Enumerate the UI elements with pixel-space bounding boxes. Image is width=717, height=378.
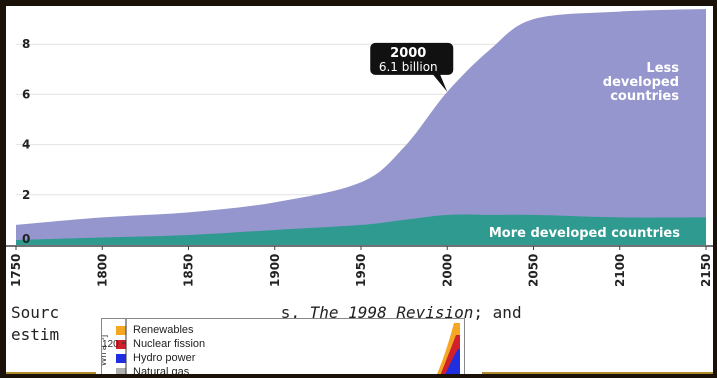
legend-swatch (116, 325, 126, 335)
x-tick-label: 1750 (9, 254, 23, 287)
inset-plot: 120100 (102, 319, 460, 374)
inset-legend-item: Nuclear fission (116, 337, 205, 351)
figure-frame: 0 2 4 6 8 1750 1800 1850 1900 1950 2000 2050 2100 21… (6, 6, 713, 374)
legend-swatch (116, 353, 126, 363)
x-tick-label: 2150 (699, 254, 713, 287)
caption-revision-title: The 1998 Revision (309, 303, 474, 322)
x-tick-label: 1950 (354, 254, 368, 287)
x-tick-label: 1900 (268, 254, 282, 287)
callout-bubble (368, 42, 454, 92)
y-tick-label: 6 (22, 87, 30, 101)
callout-value: 6.1 billion (379, 60, 438, 74)
area-more-developed (16, 214, 706, 245)
x-tick-label: 1800 (95, 254, 109, 287)
caption-fragment: s, (280, 303, 310, 322)
legend-label: Renewables (133, 324, 194, 336)
label-more-developed: More developed countries (489, 226, 680, 241)
caption-fragment-end: ; and (473, 303, 522, 322)
label-less-developed: Less (646, 61, 679, 76)
label-less-developed: countries (610, 89, 679, 104)
x-tick-label: 2100 (613, 254, 627, 287)
caption-source-text: Sourc (11, 303, 60, 322)
x-tick-label: 1850 (182, 254, 196, 287)
divider-right (482, 372, 713, 374)
chart-caption: Sourc s, The 1998 Revision; and estim (11, 302, 713, 346)
area-less-developed (16, 9, 706, 246)
legend-swatch (116, 367, 126, 374)
y-tick-label: 4 (22, 138, 30, 152)
inset-legend-item: Natural gas (116, 365, 205, 374)
y-tick-label: 0 (22, 232, 30, 246)
inset-hydro (445, 349, 460, 374)
y-tick-label: 2 (22, 188, 30, 202)
x-tick-label: 2000 (440, 254, 454, 287)
legend-swatch (116, 339, 126, 349)
callout-year: 2000 (390, 46, 426, 61)
legend-label: Hydro power (133, 352, 196, 364)
population-area-chart: 0 2 4 6 8 1750 1800 1850 1900 1950 2000 2050 2100 21… (6, 9, 713, 287)
legend-label: Nuclear fission (133, 338, 206, 350)
legend-label: Natural gas (133, 366, 190, 374)
inset-legend-item: Renewables (116, 323, 205, 337)
x-tick-label: 2050 (527, 254, 541, 287)
divider-left (6, 372, 96, 374)
inset-legend: Renewables Nuclear fission Hydro power Natu… (116, 323, 205, 374)
energy-inset-chart: Wh a⁻¹] Renewables Nuclear fission Hydro p… (101, 318, 465, 374)
y-tick-label: 8 (22, 37, 30, 51)
inset-y-tick: 120 (102, 339, 119, 350)
label-less-developed: developed (603, 75, 679, 90)
caption-estim-text: estim (11, 325, 60, 344)
inset-legend-item: Hydro power (116, 351, 205, 365)
